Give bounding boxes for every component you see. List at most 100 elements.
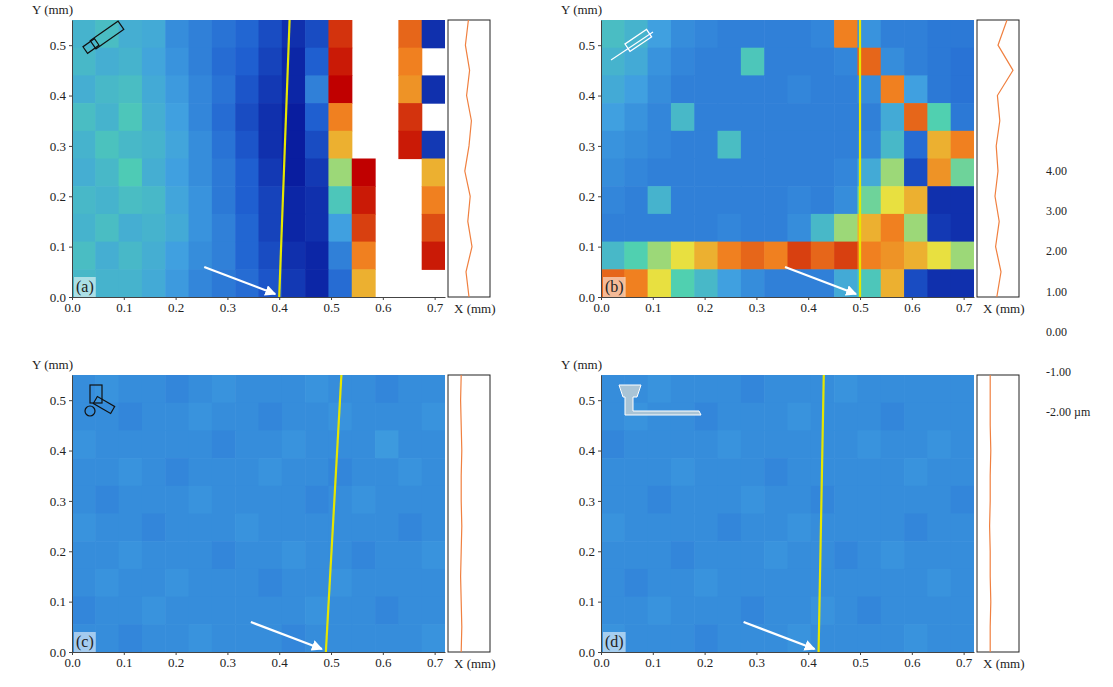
heat-cell — [811, 514, 835, 542]
heat-cell — [718, 103, 742, 131]
heat-cell — [189, 458, 213, 486]
axis-line — [602, 652, 975, 653]
figure: 0.00.10.20.30.40.50.60.70.00.10.20.30.40… — [0, 0, 1113, 687]
heat-cell — [694, 269, 718, 297]
heat-cell — [834, 624, 858, 652]
heat-cell — [95, 624, 119, 652]
heat-cell — [189, 159, 213, 187]
heat-cell — [671, 131, 695, 159]
profile-line — [859, 20, 861, 297]
profile-trace — [465, 20, 472, 297]
heat-cell — [764, 486, 788, 514]
cutting-tool — [619, 385, 701, 415]
heat-cell — [422, 375, 445, 403]
tick-label: 0.0 — [593, 300, 609, 315]
arrow — [744, 622, 815, 649]
profile-trace — [990, 375, 991, 652]
heat-cell — [718, 214, 742, 242]
heat-cell — [857, 514, 881, 542]
heat-cell — [328, 569, 352, 597]
syringe-body — [625, 29, 652, 51]
tick-label: 0.5 — [323, 655, 339, 670]
heat-cell — [718, 375, 742, 403]
heat-cell — [259, 541, 283, 569]
heat-cell — [72, 624, 96, 652]
heat-cell — [648, 159, 672, 187]
heat-cell — [671, 597, 695, 625]
tick-label: 0.3 — [749, 655, 765, 670]
pen-tip — [83, 39, 99, 54]
tick-mark — [69, 602, 72, 603]
heat-cell — [259, 75, 283, 103]
heat-cell — [764, 403, 788, 431]
heat-cell — [142, 186, 166, 214]
tick-mark — [69, 45, 72, 46]
heat-cell — [927, 214, 951, 242]
heat-cell — [189, 103, 213, 131]
heat-cell — [788, 403, 812, 431]
tick: 0.0 — [64, 652, 80, 670]
tick: 0.7 — [956, 652, 973, 670]
heat-cell — [904, 458, 928, 486]
tool-icon — [611, 29, 653, 60]
heat-cell — [235, 597, 259, 625]
heat-cell — [119, 214, 143, 242]
heat-cell — [95, 48, 119, 76]
arrow — [204, 267, 275, 294]
heat-cell — [811, 214, 835, 242]
panel-label-group: (a) — [74, 277, 96, 297]
heat-cell — [282, 514, 306, 542]
colorbar-label: -1.00 — [1046, 365, 1071, 379]
heat-cell — [72, 375, 96, 403]
heat-cell — [951, 514, 974, 542]
heat-cell — [212, 569, 236, 597]
heat-cell — [422, 214, 445, 242]
tick-label: 0.3 — [579, 139, 595, 154]
heat-cell — [718, 624, 742, 652]
heat-cell — [165, 75, 189, 103]
tick: 0.2 — [697, 297, 713, 315]
tick-mark — [69, 247, 72, 248]
heat-cell — [305, 597, 329, 625]
heat-cell — [305, 430, 329, 458]
heat-cell — [282, 430, 306, 458]
heat-cell — [601, 514, 625, 542]
tick-mark — [69, 297, 72, 298]
heat-cell — [352, 375, 376, 403]
panel-label: (b) — [605, 278, 624, 296]
axis-line — [72, 376, 73, 653]
tick-mark — [69, 196, 72, 197]
heat-cell — [119, 486, 143, 514]
pen-icon — [90, 21, 124, 49]
heat-cell — [235, 214, 259, 242]
plot-area — [601, 375, 974, 652]
heat-cell — [648, 186, 672, 214]
heat-cell — [881, 269, 905, 297]
heat-cell — [72, 541, 96, 569]
heat-cell — [235, 624, 259, 652]
heat-cell — [741, 541, 765, 569]
x-axis-title: X (mm) — [454, 301, 496, 316]
heat-cell — [648, 430, 672, 458]
heat-cell — [398, 103, 422, 131]
tick-label: 0.3 — [579, 494, 595, 509]
heat-cell — [718, 75, 742, 103]
heat-cell — [72, 486, 96, 514]
heat-cell — [119, 541, 143, 569]
tick-label: 0.2 — [168, 655, 184, 670]
tick-label: 0.4 — [272, 655, 289, 670]
heat-cell — [624, 103, 648, 131]
heat-cell — [328, 269, 352, 297]
heat-cell — [601, 403, 625, 431]
heat-cell — [951, 131, 974, 159]
heat-cell — [235, 569, 259, 597]
heat-cell — [857, 403, 881, 431]
heat-cell — [422, 624, 445, 652]
heat-cell — [788, 75, 812, 103]
heat-cell — [212, 624, 236, 652]
heat-cell — [259, 103, 283, 131]
heat-cell — [764, 242, 788, 270]
heat-cell — [212, 242, 236, 270]
profile-inset — [977, 375, 1019, 652]
heat-cell — [648, 242, 672, 270]
